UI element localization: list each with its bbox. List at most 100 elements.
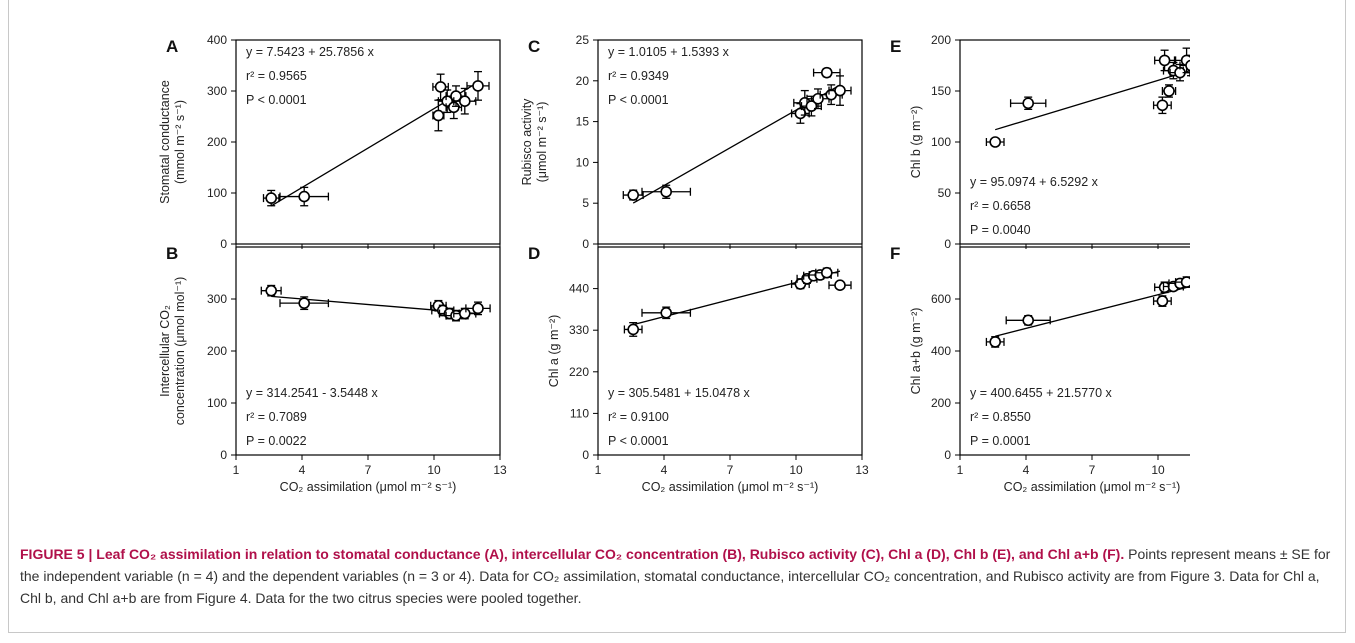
regression-equation: P = 0.0001 <box>970 434 1031 448</box>
figure-frame <box>8 0 1346 633</box>
regression-equation: r² = 0.7089 <box>246 410 307 424</box>
x-tick-label: 7 <box>727 463 734 477</box>
data-point <box>834 84 846 97</box>
caption-body: Points represent means ± SE for the inde… <box>20 546 1331 606</box>
y-tick-label: 100 <box>207 396 227 410</box>
caption-title: FIGURE 5 | Leaf CO₂ assimilation in rela… <box>20 546 1125 562</box>
x-tick-label: 10 <box>427 463 441 477</box>
x-tick-label: 13 <box>493 463 507 477</box>
x-tick-label: 4 <box>1023 463 1030 477</box>
y-axis-label: concentration (μmol mol⁻¹) <box>173 277 187 426</box>
y-tick-label: 220 <box>569 365 589 379</box>
regression-line <box>995 70 1190 131</box>
y-tick-label: 20 <box>576 74 590 88</box>
y-tick-label: 200 <box>207 344 227 358</box>
x-tick-label: 4 <box>299 463 306 477</box>
regression-equation: y = 305.5481 + 15.0478 x <box>608 386 751 400</box>
y-tick-label: 0 <box>582 237 589 251</box>
data-point <box>1156 99 1169 112</box>
data-point <box>805 100 818 112</box>
regression-equation: P < 0.0001 <box>608 93 669 107</box>
regression-equation: r² = 0.6658 <box>970 199 1031 213</box>
x-tick-label: 13 <box>855 463 869 477</box>
y-tick-label: 100 <box>207 186 227 200</box>
data-point <box>1022 314 1035 327</box>
regression-equation: y = 400.6455 + 21.5770 x <box>970 386 1113 400</box>
panel-label: F <box>890 244 900 263</box>
regression-equation: P < 0.0001 <box>608 434 669 448</box>
data-point <box>1156 295 1169 307</box>
y-axis-label: Stomatal conductance <box>158 80 172 204</box>
panel-label: B <box>166 244 178 263</box>
panel-label: E <box>890 37 901 56</box>
y-tick-label: 400 <box>207 33 227 47</box>
y-axis-label: Chl a+b (g m⁻²) <box>909 308 923 395</box>
data-point <box>434 81 447 93</box>
y-tick-label: 5 <box>582 196 589 210</box>
data-point <box>820 66 833 79</box>
x-tick-label: 10 <box>789 463 803 477</box>
figure-caption: FIGURE 5 | Leaf CO₂ assimilation in rela… <box>20 543 1340 609</box>
panel-label: A <box>166 37 178 56</box>
regression-equation: y = 1.0105 + 1.5393 x <box>608 45 730 59</box>
y-tick-label: 10 <box>576 155 590 169</box>
data-point <box>627 189 640 201</box>
panel-a: A 0 100 200 300 400 Stomatal conductance (mmol … <box>158 33 501 251</box>
panel-e: E 0 50 100 150 200 Chl b (g m⁻²) y = 95.0974 + … <box>890 33 1190 251</box>
panel-label: D <box>528 244 540 263</box>
data-point <box>472 302 484 315</box>
regression-equation: P = 0.0022 <box>246 434 307 448</box>
data-point <box>834 279 846 291</box>
x-tick-label: 7 <box>365 463 372 477</box>
data-point <box>265 284 277 297</box>
y-tick-label: 0 <box>220 237 227 251</box>
data-point <box>458 307 471 320</box>
data-point <box>298 297 310 309</box>
y-tick-label: 150 <box>931 84 951 98</box>
y-axis-label: (μmol m⁻² s⁻¹) <box>535 102 549 183</box>
regression-equation: P = 0.0040 <box>970 223 1031 237</box>
y-tick-label: 600 <box>931 292 951 306</box>
data-point <box>472 80 484 92</box>
y-tick-label: 50 <box>938 186 952 200</box>
data-point <box>1180 276 1190 288</box>
data-point <box>458 95 471 107</box>
data-point <box>1158 54 1171 67</box>
data-point <box>432 109 445 122</box>
y-tick-label: 0 <box>220 448 227 462</box>
regression-equation: P < 0.0001 <box>246 93 307 107</box>
data-point <box>989 336 1002 348</box>
regression-equation: r² = 0.9349 <box>608 69 669 83</box>
data-point <box>794 107 807 120</box>
panel-label: C <box>528 37 540 56</box>
x-tick-label: 7 <box>1089 463 1096 477</box>
x-tick-label: 1 <box>233 463 240 477</box>
x-tick-label: 1 <box>595 463 602 477</box>
y-tick-label: 440 <box>569 282 589 296</box>
x-axis-label: CO₂ assimilation (μmol m⁻² s⁻¹) <box>280 480 457 494</box>
x-axis-label: CO₂ assimilation (μmol m⁻² s⁻¹) <box>1004 480 1181 494</box>
regression-equation: y = 314.2541 - 3.5448 x <box>246 386 378 400</box>
panel-b: B 0 100 200 300 1 4 7 10 13 Intercellular CO₂ conce… <box>158 244 507 494</box>
x-tick-label: 10 <box>1151 463 1165 477</box>
y-tick-label: 0 <box>582 448 589 462</box>
regression-equation: r² = 0.9565 <box>246 69 307 83</box>
data-point <box>820 266 833 279</box>
y-tick-label: 0 <box>944 237 951 251</box>
panel-d: D 0 110 220 330 440 1 4 7 10 13 Chl a (g m⁻²) CO₂ as… <box>528 244 869 494</box>
y-axis-label: Chl b (g m⁻²) <box>909 106 923 179</box>
data-point <box>660 307 673 319</box>
y-tick-label: 330 <box>569 323 589 337</box>
y-tick-label: 200 <box>931 396 951 410</box>
y-tick-label: 110 <box>570 406 589 420</box>
y-tick-label: 400 <box>931 344 951 358</box>
x-tick-label: 1 <box>957 463 964 477</box>
data-point <box>1163 85 1175 97</box>
y-tick-label: 25 <box>576 33 590 47</box>
panel-c: C 0 5 10 15 20 25 Rubisco activity (μmol m⁻² s⁻¹… <box>520 33 863 251</box>
x-axis-label: CO₂ assimilation (μmol m⁻² s⁻¹) <box>642 480 819 494</box>
y-axis-label: Rubisco activity <box>520 98 534 186</box>
data-point <box>265 192 277 204</box>
data-point <box>660 185 673 198</box>
x-tick-label: 4 <box>661 463 668 477</box>
